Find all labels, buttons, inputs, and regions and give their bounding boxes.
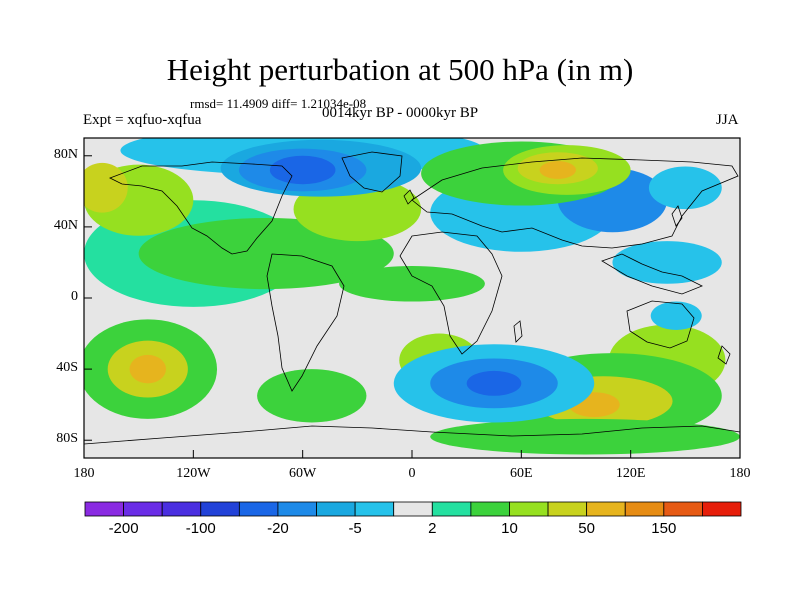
field-region-12 <box>257 369 367 423</box>
colorbar-box-8 <box>393 501 433 517</box>
colorbar-label-4: 2 <box>428 520 436 537</box>
colorbar-box-3 <box>200 501 240 517</box>
lon-tick-label-2: 60W <box>289 466 317 481</box>
colorbar-box-12 <box>547 501 588 517</box>
colorbar-box-14 <box>624 501 665 517</box>
field-region-29 <box>539 161 576 179</box>
field-region-18 <box>430 418 740 455</box>
field-region-7 <box>612 241 722 284</box>
colorbar-box-7 <box>354 501 395 517</box>
coastline-north-america <box>109 161 293 255</box>
coastline-australia <box>626 300 695 349</box>
rmsd-diff-label: rmsd= 11.4909 diff= 1.21034e-08 <box>190 96 367 111</box>
latitude-ticks <box>84 155 92 441</box>
period-label: 0014kyr BP - 0000kyr BP <box>322 105 479 121</box>
coastline-madagascar <box>513 320 523 343</box>
field-region-11 <box>129 354 166 384</box>
colorbar-box-1 <box>123 501 163 517</box>
colorbar-label-0: -200 <box>109 520 139 537</box>
colorbar-labels: -200 -100 -20 -5 2 10 50 150 <box>109 520 677 537</box>
lon-tick-label-1: 120W <box>176 466 211 481</box>
coastline-eurasia <box>411 157 739 249</box>
colorbar-box-10 <box>470 501 510 517</box>
lat-tick-label-1: 40N <box>53 217 78 233</box>
map-panel <box>83 137 741 459</box>
lon-tick-label-6: 180 <box>729 466 751 481</box>
colorbar-box-16 <box>702 501 742 517</box>
lat-tick-label-2: 0 <box>71 289 78 304</box>
field-region-31 <box>650 301 702 330</box>
colorbar-box-2 <box>161 501 202 517</box>
plot-title: Height perturbation at 500 hPa (in m) <box>166 52 634 87</box>
colorbar-box-5 <box>277 501 317 517</box>
coastline-africa <box>399 231 503 355</box>
colorbar: -200 -100 -20 -5 2 10 50 150 <box>84 501 742 537</box>
height-field <box>84 138 740 455</box>
field-region-21 <box>466 370 522 396</box>
longitude-ticks <box>83 450 741 458</box>
colorbar-label-6: 50 <box>578 520 595 537</box>
colorbar-label-3: -5 <box>348 520 361 537</box>
season-label: JJA <box>716 112 739 128</box>
experiment-label: Expt = xqfuo-xqfua <box>83 112 202 128</box>
colorbar-box-9 <box>431 501 472 517</box>
colorbar-box-0 <box>84 501 124 517</box>
coastline-uk <box>403 189 415 205</box>
colorbar-box-13 <box>586 501 626 517</box>
lon-tick-label-5: 120E <box>615 466 646 481</box>
colorbar-label-5: 10 <box>501 520 518 537</box>
field-region-25 <box>269 155 336 185</box>
coastline-greenland <box>341 151 403 193</box>
colorbar-label-1: -100 <box>186 520 216 537</box>
coastline-antarctica <box>84 425 740 445</box>
lon-tick-label-3: 0 <box>408 466 416 481</box>
field-region-30 <box>648 166 722 210</box>
colorbar-boxes <box>84 501 742 517</box>
lat-tick-label-3: 40S <box>56 360 78 376</box>
coastline-southeast-asia <box>601 253 703 295</box>
coastline-south-america <box>266 253 345 392</box>
field-region-8 <box>339 266 485 302</box>
lat-tick-label-0: 80N <box>53 146 78 162</box>
lon-tick-label-0: 180 <box>73 466 95 481</box>
coastline-japan <box>671 205 683 227</box>
colorbar-box-4 <box>238 501 279 517</box>
colorbar-box-11 <box>509 501 549 517</box>
colorbar-label-2: -20 <box>267 520 289 537</box>
lat-tick-label-4: 80S <box>56 431 78 447</box>
coastline-new-zealand <box>717 345 731 365</box>
colorbar-box-6 <box>316 501 356 517</box>
colorbar-box-15 <box>663 501 703 517</box>
colorbar-label-7: 150 <box>651 520 676 537</box>
lon-tick-label-4: 60E <box>510 466 533 481</box>
coastlines <box>84 151 740 445</box>
